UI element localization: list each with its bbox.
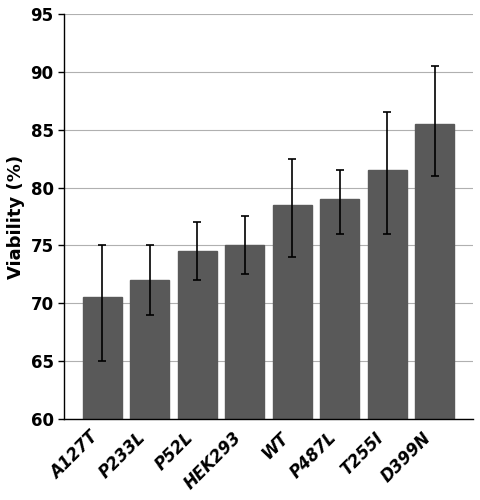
Bar [130, 280, 169, 419]
Y-axis label: Viability (%): Viability (%) [7, 154, 25, 278]
Bar [368, 170, 407, 419]
Bar [273, 205, 312, 419]
Bar [178, 251, 217, 419]
Bar [416, 124, 455, 419]
Bar [83, 298, 121, 419]
Bar [225, 246, 264, 419]
Bar [320, 199, 360, 419]
